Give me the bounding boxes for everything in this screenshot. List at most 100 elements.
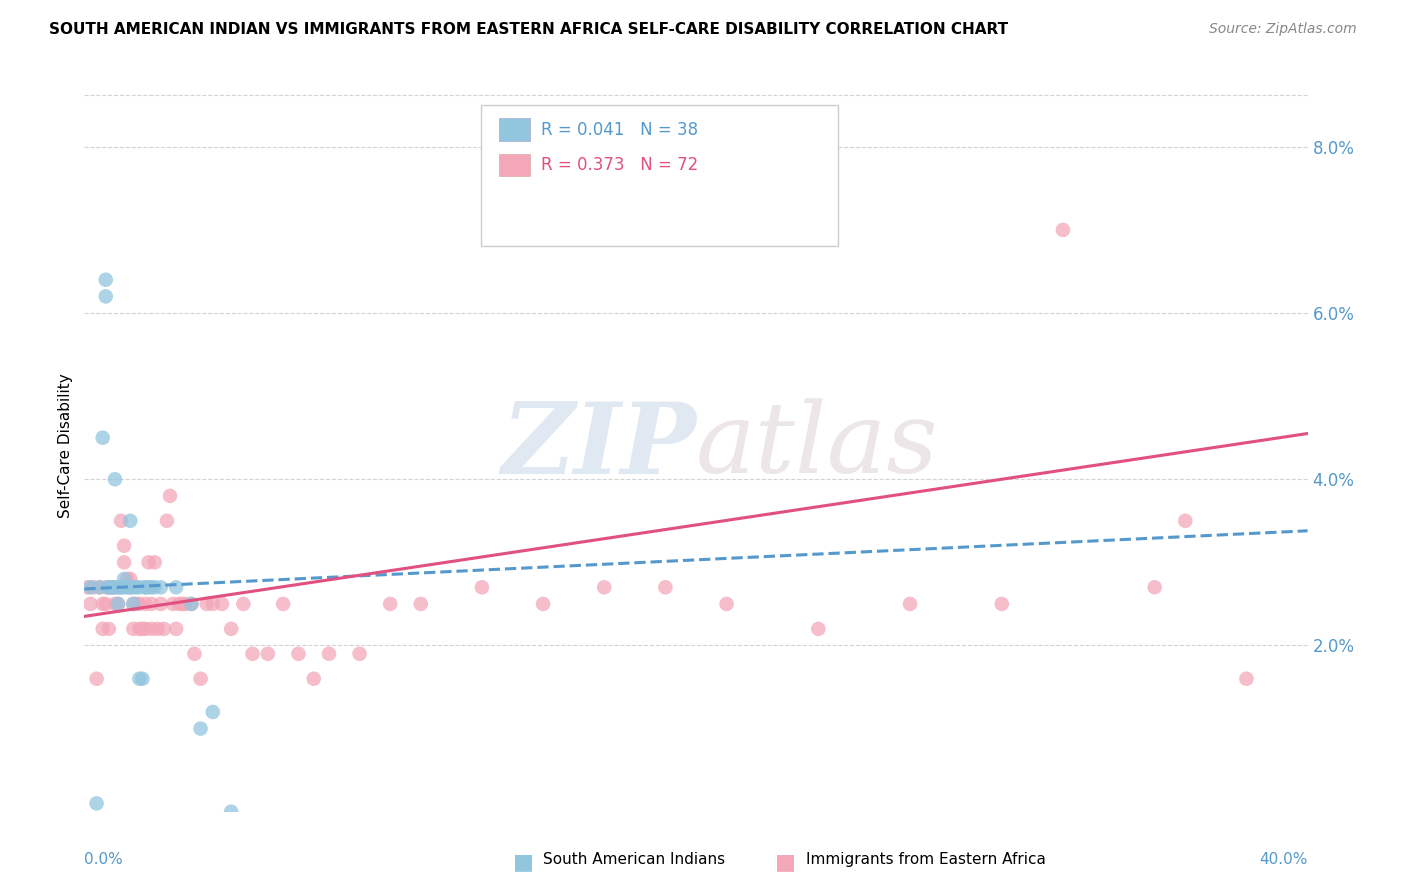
- Point: [409, 597, 432, 611]
- Point: [232, 597, 254, 611]
- Point: [112, 580, 135, 594]
- Point: [91, 597, 114, 611]
- Point: [97, 580, 120, 594]
- Point: [101, 580, 124, 594]
- Y-axis label: Self-Care Disability: Self-Care Disability: [58, 374, 73, 518]
- Point: [654, 580, 676, 594]
- Point: [138, 555, 160, 569]
- Point: [110, 580, 132, 594]
- Point: [143, 555, 166, 569]
- Point: [183, 647, 205, 661]
- Point: [180, 597, 202, 611]
- Point: [122, 597, 145, 611]
- Point: [174, 597, 197, 611]
- Point: [79, 597, 101, 611]
- Point: [135, 622, 157, 636]
- Point: [115, 572, 138, 586]
- Text: R = 0.041   N = 38: R = 0.041 N = 38: [541, 120, 699, 138]
- Point: [120, 514, 142, 528]
- Point: [104, 580, 127, 594]
- Point: [1236, 672, 1258, 686]
- Text: atlas: atlas: [696, 399, 939, 493]
- Text: ■: ■: [776, 852, 796, 872]
- Text: R = 0.373   N = 72: R = 0.373 N = 72: [541, 156, 699, 174]
- Point: [97, 622, 120, 636]
- Point: [131, 672, 153, 686]
- Point: [180, 597, 202, 611]
- Point: [125, 580, 148, 594]
- Point: [97, 580, 120, 594]
- Point: [146, 622, 169, 636]
- Point: [128, 672, 150, 686]
- Point: [349, 647, 371, 661]
- Point: [302, 672, 325, 686]
- Point: [159, 489, 181, 503]
- Point: [110, 580, 132, 594]
- Point: [807, 622, 830, 636]
- Point: [141, 597, 163, 611]
- Text: 0.0%: 0.0%: [84, 852, 124, 867]
- Point: [219, 622, 242, 636]
- Point: [165, 622, 187, 636]
- Point: [112, 572, 135, 586]
- Point: [167, 597, 190, 611]
- Point: [135, 580, 157, 594]
- Point: [141, 580, 163, 594]
- Point: [135, 597, 157, 611]
- Point: [97, 580, 120, 594]
- Point: [112, 539, 135, 553]
- Point: [115, 580, 138, 594]
- Point: [101, 580, 124, 594]
- Point: [1174, 514, 1197, 528]
- Point: [153, 622, 176, 636]
- Point: [138, 580, 160, 594]
- Point: [149, 580, 172, 594]
- Point: [89, 580, 111, 594]
- Point: [122, 622, 145, 636]
- Point: [318, 647, 340, 661]
- Point: [143, 580, 166, 594]
- Point: [120, 580, 142, 594]
- Point: [531, 597, 554, 611]
- Text: SOUTH AMERICAN INDIAN VS IMMIGRANTS FROM EASTERN AFRICA SELF-CARE DISABILITY COR: SOUTH AMERICAN INDIAN VS IMMIGRANTS FROM…: [49, 22, 1008, 37]
- Point: [593, 580, 616, 594]
- Point: [131, 622, 153, 636]
- Point: [94, 289, 117, 303]
- Point: [110, 514, 132, 528]
- Point: [86, 672, 108, 686]
- Point: [91, 431, 114, 445]
- Point: [201, 705, 224, 719]
- Point: [104, 472, 127, 486]
- Point: [128, 580, 150, 594]
- Point: [122, 580, 145, 594]
- Point: [471, 580, 494, 594]
- Text: ZIP: ZIP: [501, 398, 696, 494]
- Point: [120, 572, 142, 586]
- Point: [162, 597, 184, 611]
- Point: [898, 597, 921, 611]
- Point: [94, 273, 117, 287]
- Point: [107, 580, 129, 594]
- Point: [172, 597, 194, 611]
- Point: [991, 597, 1014, 611]
- Point: [107, 597, 129, 611]
- Text: ■: ■: [513, 852, 533, 872]
- Text: 40.0%: 40.0%: [1260, 852, 1308, 867]
- Point: [156, 514, 179, 528]
- Point: [101, 580, 124, 594]
- Point: [201, 597, 224, 611]
- Point: [380, 597, 402, 611]
- Point: [271, 597, 294, 611]
- Point: [1052, 223, 1074, 237]
- Point: [257, 647, 280, 661]
- Point: [190, 722, 212, 736]
- Point: [1143, 580, 1166, 594]
- Point: [190, 672, 212, 686]
- Point: [104, 580, 127, 594]
- Point: [242, 647, 264, 661]
- Text: Immigrants from Eastern Africa: Immigrants from Eastern Africa: [806, 852, 1046, 867]
- Point: [128, 597, 150, 611]
- Point: [94, 597, 117, 611]
- Point: [135, 580, 157, 594]
- Point: [79, 580, 101, 594]
